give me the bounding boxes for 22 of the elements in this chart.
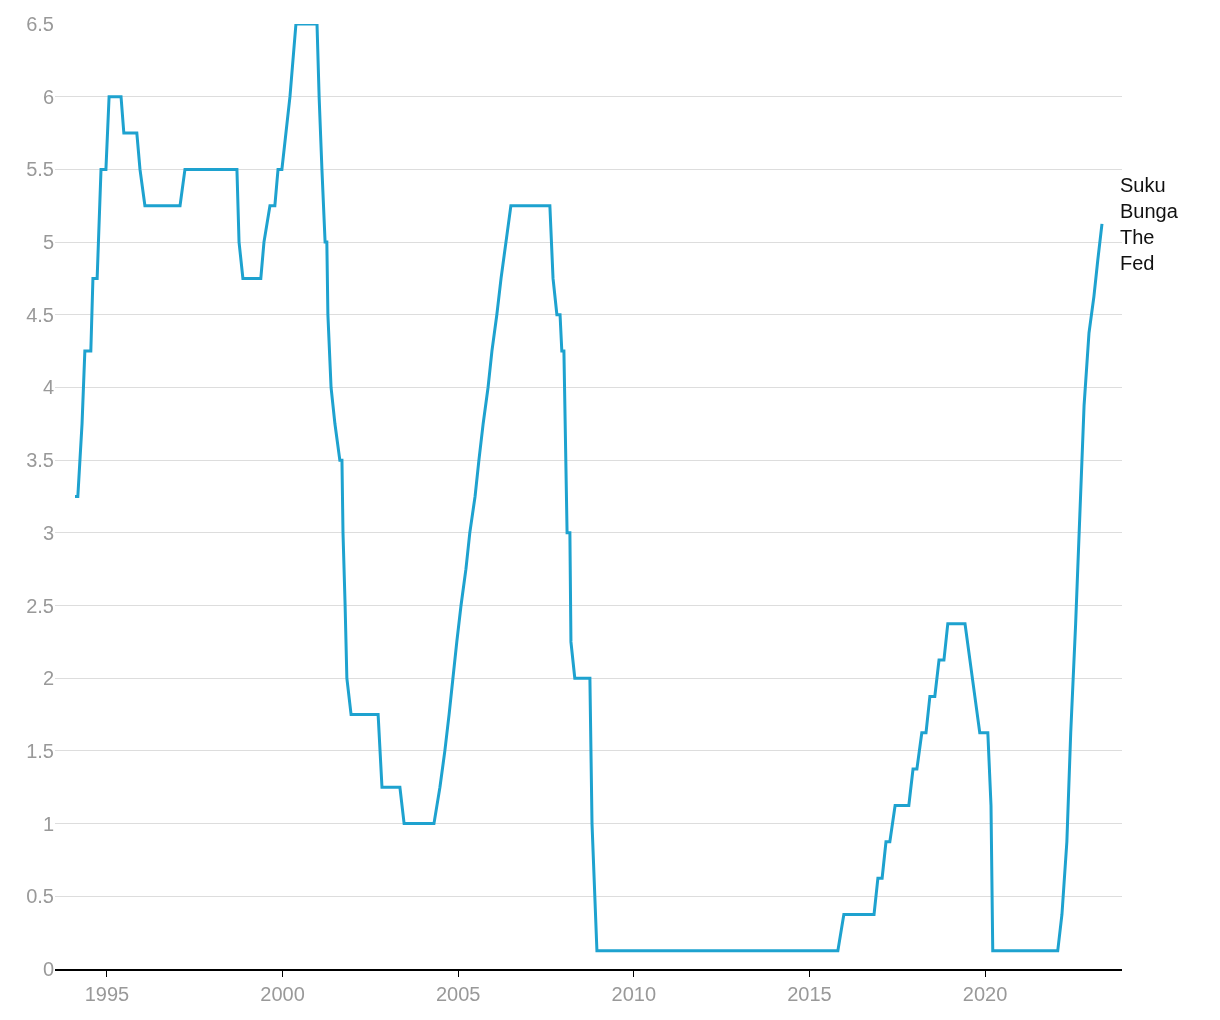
y-tick-label: 5: [42, 231, 54, 254]
line-series: [73, 24, 1104, 953]
x-tick-label: 2005: [435, 982, 481, 1005]
x-tick-label: 1995: [84, 982, 130, 1005]
y-tick-label: 1: [42, 812, 54, 835]
y-tick-label: 3: [42, 521, 54, 544]
y-tick-label: 2.5: [26, 594, 54, 617]
y-tick-label: 4: [42, 376, 54, 399]
y-tick-label: 2: [42, 667, 54, 690]
series-label: Suku Bunga The Fed: [1120, 174, 1179, 274]
x-tick-label: 2010: [611, 982, 657, 1005]
y-tick-label: 1.5: [26, 739, 54, 762]
y-tick-label: 0: [42, 958, 54, 980]
y-tick-label: 6.5: [26, 13, 54, 35]
y-tick-label: 3.5: [26, 449, 54, 472]
x-tick-label: 2000: [260, 982, 305, 1005]
y-tick-label: 4.5: [26, 303, 54, 326]
y-tick-label: 0.5: [26, 885, 54, 908]
x-tick-label: 2020: [962, 982, 1008, 1005]
y-tick-label: 5.5: [26, 158, 54, 181]
y-tick-label: 6: [42, 85, 54, 108]
x-tick-label: 2015: [787, 982, 832, 1005]
